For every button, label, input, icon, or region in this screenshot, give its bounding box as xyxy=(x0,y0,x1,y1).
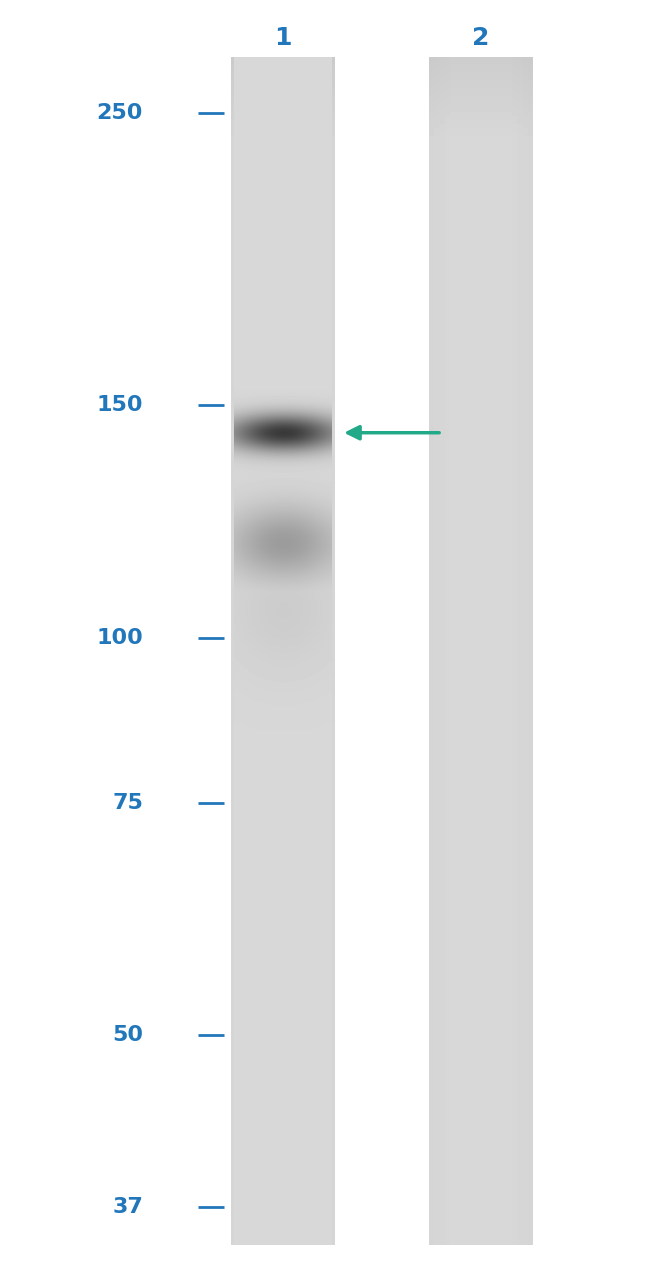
Text: 150: 150 xyxy=(96,395,143,415)
Text: 50: 50 xyxy=(112,1025,143,1045)
Text: 1: 1 xyxy=(274,27,291,50)
Text: 100: 100 xyxy=(96,627,143,648)
Text: 37: 37 xyxy=(112,1198,143,1218)
Text: 2: 2 xyxy=(473,27,489,50)
Text: 250: 250 xyxy=(97,103,143,123)
Text: 75: 75 xyxy=(112,792,143,813)
